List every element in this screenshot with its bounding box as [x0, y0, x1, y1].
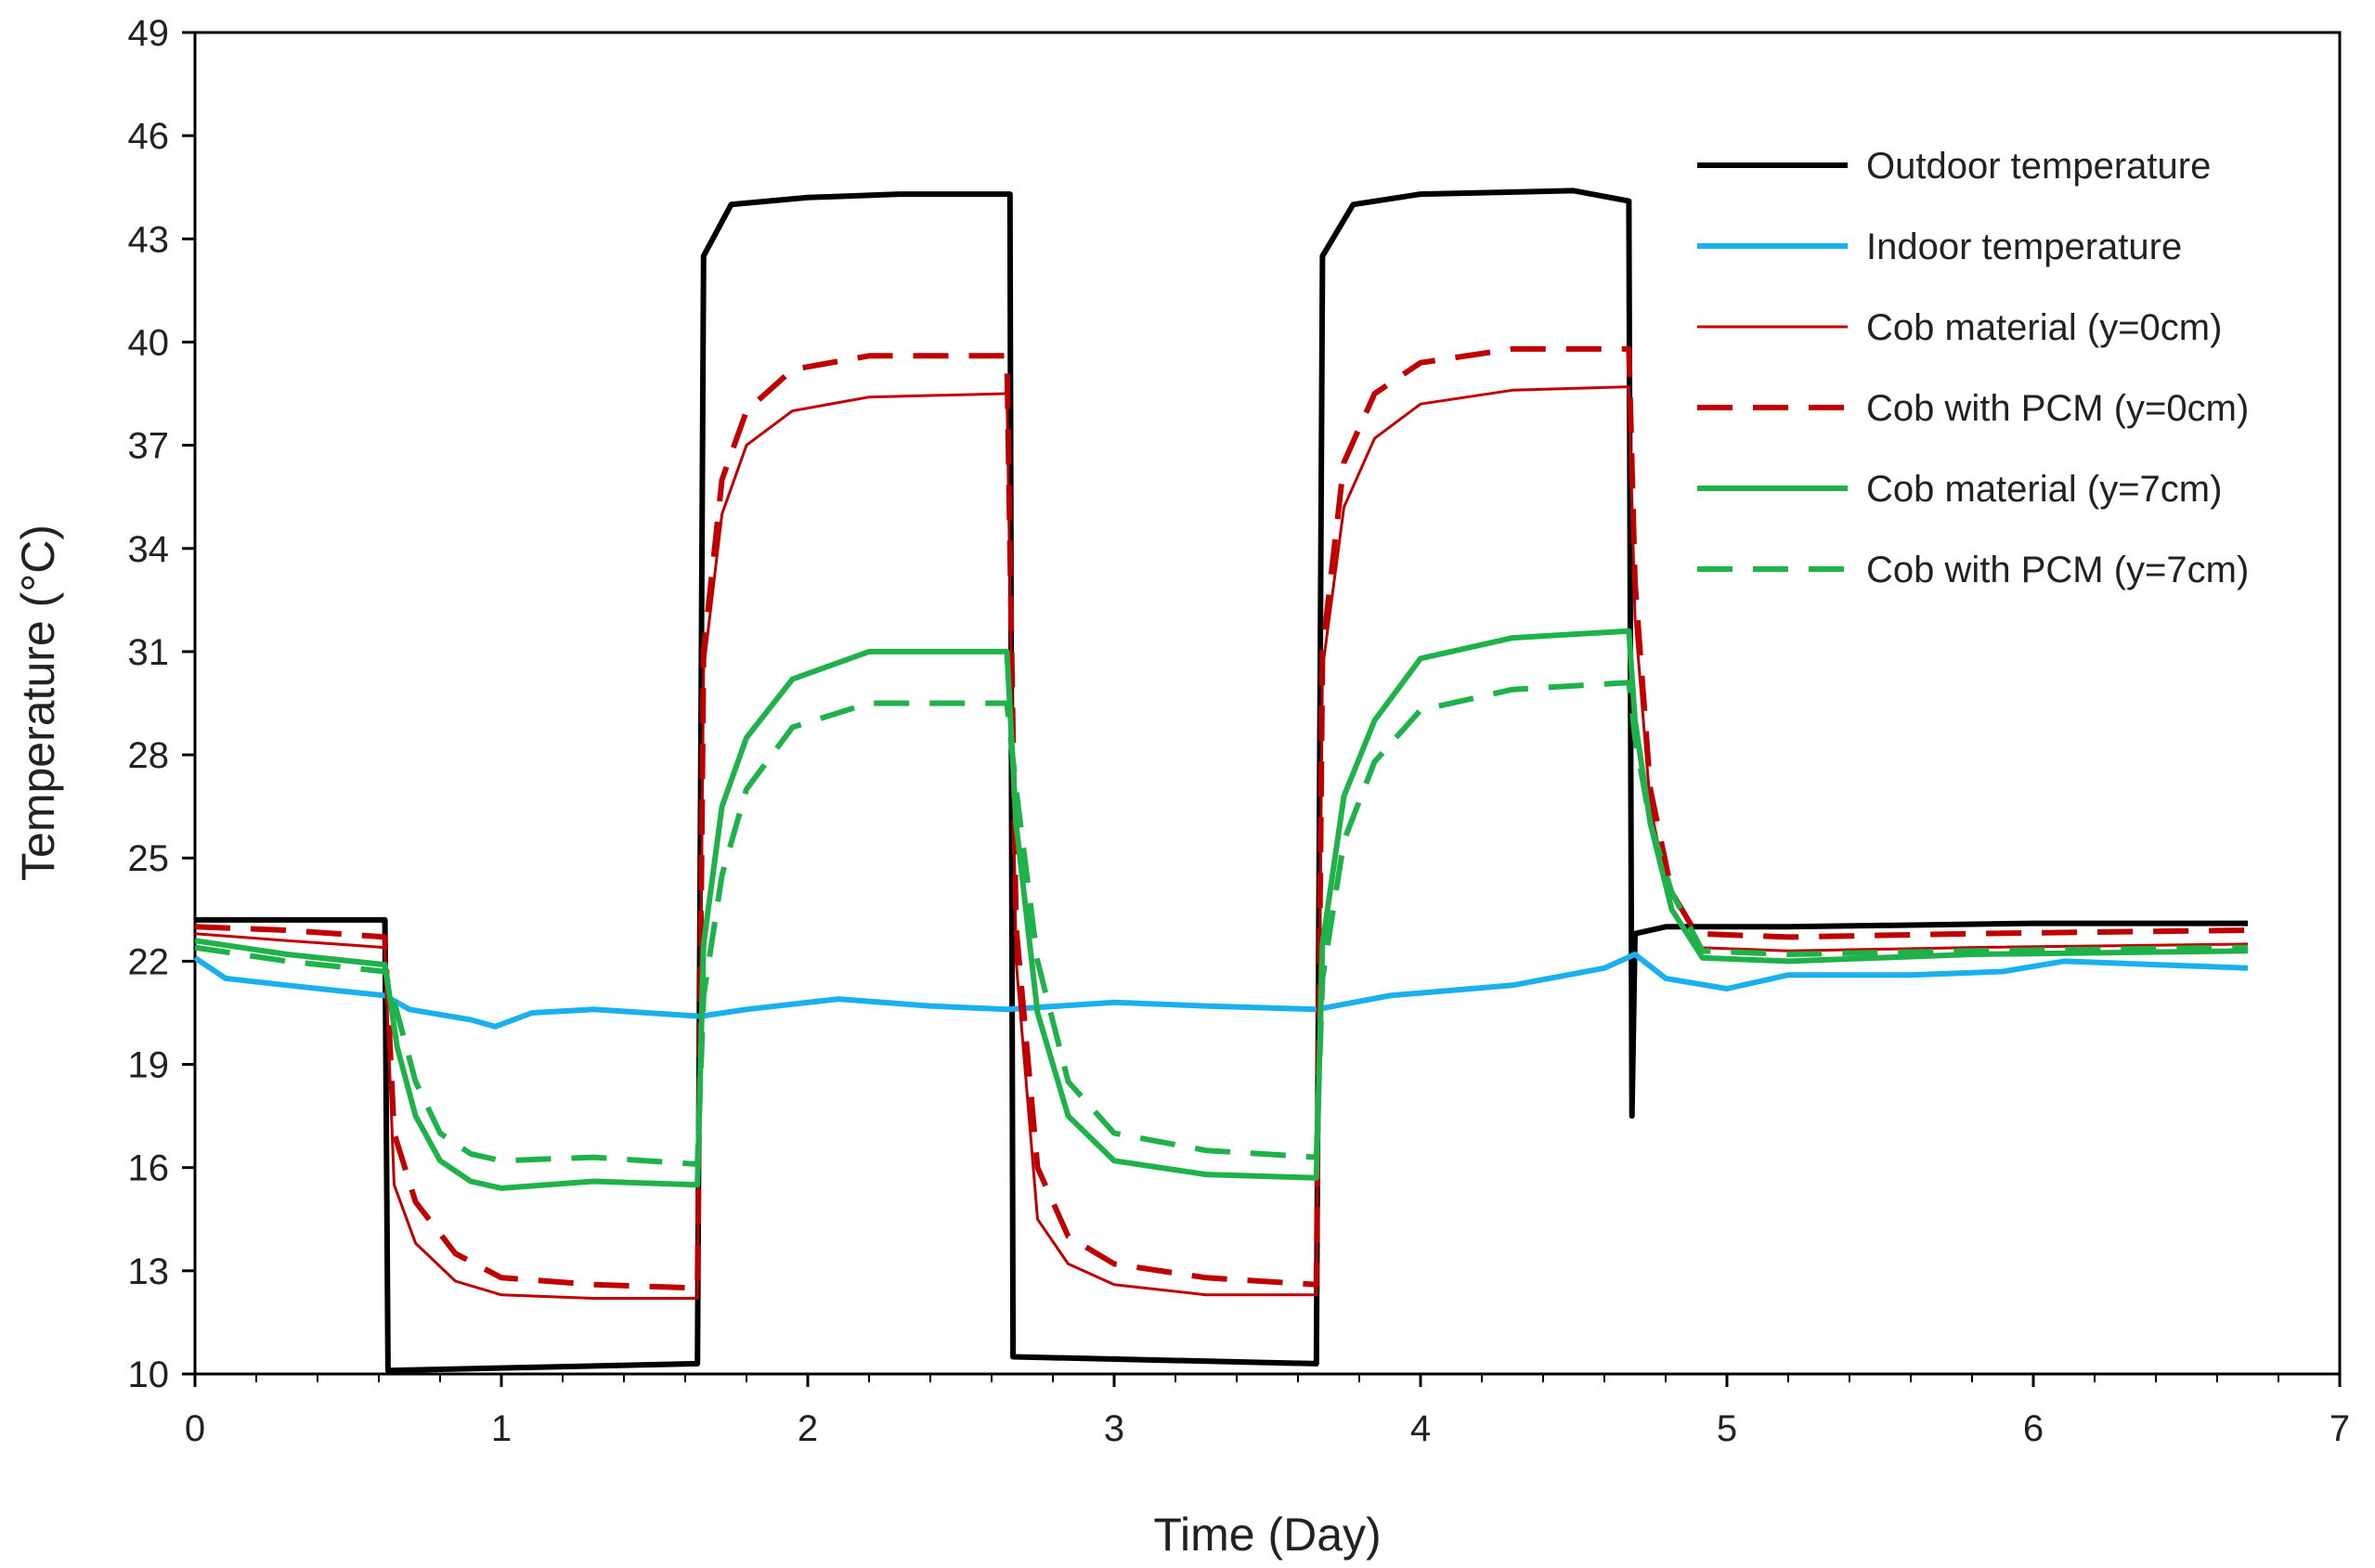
y-tick-label: 13 — [128, 1251, 170, 1292]
legend-label-4: Cob with PCM (y=0cm) — [1866, 388, 2249, 429]
x-axis-title: Time (Day) — [1153, 1509, 1381, 1561]
y-tick-label: 19 — [128, 1045, 170, 1086]
legend-label-2: Indoor temperature — [1866, 227, 2182, 267]
series-line-4 — [194, 345, 2249, 1291]
series-line-5 — [194, 628, 2249, 1191]
y-tick-label: 28 — [128, 735, 170, 776]
y-tick-label: 49 — [128, 13, 170, 54]
y-tick-label: 16 — [128, 1148, 170, 1189]
y-axis: 10 13 16 19 22 25 28 31 34 37 40 43 46 49 — [128, 13, 195, 1395]
y-tick-label: 37 — [128, 426, 170, 467]
x-tick-label: 3 — [1104, 1408, 1124, 1449]
series-line-3 — [194, 385, 2249, 1300]
x-tick-label: 7 — [2330, 1408, 2350, 1449]
legend-label-5: Cob material (y=7cm) — [1866, 469, 2222, 510]
y-tick-label: 43 — [128, 219, 170, 260]
x-axis: 0 1 2 3 4 5 6 7 — [185, 1374, 2350, 1449]
legend: Outdoor temperature Indoor temperature Cob… — [1697, 146, 2249, 590]
x-tick-label: 2 — [798, 1408, 818, 1449]
series-line-6 — [194, 680, 2249, 1167]
y-tick-label: 40 — [128, 322, 170, 363]
legend-label-3: Cob material (y=0cm) — [1866, 307, 2222, 348]
x-tick-label: 6 — [2023, 1408, 2044, 1449]
y-tick-label: 25 — [128, 838, 170, 879]
legend-label-6: Cob with PCM (y=7cm) — [1866, 550, 2249, 590]
legend-label-1: Outdoor temperature — [1866, 146, 2211, 187]
y-tick-label: 46 — [128, 116, 170, 157]
y-tick-label: 31 — [128, 632, 170, 673]
series-line-2 — [193, 952, 2249, 1030]
y-tick-label: 22 — [128, 941, 170, 982]
y-tick-label: 10 — [128, 1354, 170, 1395]
x-tick-label: 0 — [185, 1408, 205, 1449]
x-tick-label: 5 — [1717, 1408, 1737, 1449]
y-axis-title: Temperature (°C) — [12, 525, 64, 881]
x-tick-label: 4 — [1410, 1408, 1431, 1449]
x-tick-label: 1 — [491, 1408, 512, 1449]
y-tick-label: 34 — [128, 529, 170, 570]
series-layer — [193, 188, 2249, 1374]
plot-area-frame — [193, 31, 2342, 1376]
